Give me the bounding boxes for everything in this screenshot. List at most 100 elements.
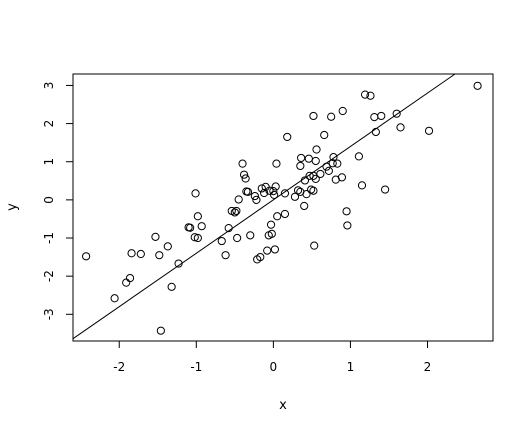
data-point — [377, 111, 386, 121]
data-point — [193, 233, 202, 243]
data-point — [338, 106, 347, 116]
data-point — [234, 195, 243, 204]
data-point — [271, 182, 280, 191]
x-axis-label: x — [279, 398, 287, 413]
data-point — [125, 273, 135, 283]
data-point — [333, 159, 342, 168]
data-point — [296, 161, 305, 171]
y-tick-label: 0 — [42, 196, 56, 204]
y-tick-label: -2 — [42, 270, 56, 282]
data-point — [260, 188, 269, 198]
x-tick-label: 1 — [347, 360, 355, 374]
data-point — [266, 220, 276, 229]
data-point — [424, 126, 434, 135]
data-point — [342, 207, 351, 216]
data-point — [193, 212, 202, 221]
data-point — [312, 145, 321, 154]
data-point — [273, 212, 282, 221]
data-point — [252, 195, 261, 204]
data-point — [270, 245, 280, 254]
data-points — [82, 81, 482, 335]
y-tick-label: 2 — [42, 120, 56, 128]
data-point — [267, 229, 276, 238]
x-tick-label: -1 — [190, 360, 202, 374]
data-point — [232, 206, 241, 216]
data-point — [300, 201, 309, 211]
data-point — [337, 173, 347, 182]
data-point — [343, 221, 352, 230]
data-point — [309, 186, 318, 195]
data-point — [322, 162, 331, 171]
data-point — [293, 186, 303, 195]
data-point — [300, 176, 310, 185]
data-point — [473, 81, 482, 90]
data-point — [270, 190, 279, 200]
data-point — [186, 223, 195, 232]
x-tick-label: 2 — [424, 360, 432, 374]
data-point — [238, 159, 247, 168]
data-point — [190, 233, 199, 242]
data-point — [155, 251, 164, 260]
data-point — [246, 231, 255, 240]
data-point — [320, 130, 329, 140]
data-point — [239, 170, 249, 179]
data-point — [224, 223, 233, 233]
data-point — [197, 222, 206, 231]
data-point — [360, 90, 370, 99]
data-point — [357, 181, 367, 190]
y-axis: -3 -2 -1 0 1 2 3 — [42, 82, 74, 320]
data-point — [151, 232, 160, 241]
y-tick-label: 3 — [42, 82, 56, 90]
regression-line — [72, 73, 456, 340]
plot-box — [72, 73, 494, 342]
y-axis-label: y — [5, 203, 20, 211]
data-point — [263, 246, 272, 255]
data-point — [311, 156, 320, 166]
data-point — [302, 190, 311, 199]
data-point — [366, 91, 375, 100]
data-point — [233, 233, 242, 243]
data-point — [243, 187, 253, 196]
data-point — [136, 249, 145, 259]
x-tick-label: 0 — [270, 360, 278, 374]
data-point — [230, 208, 239, 217]
data-point — [257, 184, 266, 193]
data-point — [396, 123, 405, 132]
data-point — [82, 252, 91, 261]
data-point — [174, 259, 183, 268]
data-point — [191, 189, 200, 198]
y-tick-label: 1 — [42, 158, 56, 166]
data-point — [167, 282, 176, 291]
data-point — [381, 185, 390, 194]
data-point — [217, 236, 226, 246]
data-point — [265, 186, 274, 195]
data-point — [329, 153, 338, 162]
data-point — [371, 127, 380, 137]
data-point — [280, 209, 290, 219]
data-point — [269, 186, 278, 196]
data-point — [156, 326, 165, 335]
data-point — [241, 174, 250, 183]
y-tick-label: -1 — [42, 232, 56, 244]
data-point — [127, 249, 136, 258]
data-point — [221, 251, 230, 260]
data-point — [250, 191, 259, 201]
regression-line-group — [72, 73, 456, 340]
data-point — [324, 166, 333, 175]
data-point — [311, 174, 320, 183]
data-point — [392, 109, 401, 118]
data-point — [256, 252, 265, 262]
data-point — [328, 159, 337, 168]
data-point — [283, 132, 292, 142]
data-point — [354, 152, 364, 161]
data-point — [122, 278, 131, 287]
data-point — [110, 294, 119, 303]
data-point — [316, 169, 325, 179]
data-point — [290, 192, 300, 201]
y-tick-label: -3 — [42, 308, 56, 320]
x-axis: -2 -1 0 1 2 — [113, 340, 432, 374]
data-point — [370, 113, 379, 122]
data-point — [272, 159, 281, 168]
data-point — [297, 153, 306, 163]
